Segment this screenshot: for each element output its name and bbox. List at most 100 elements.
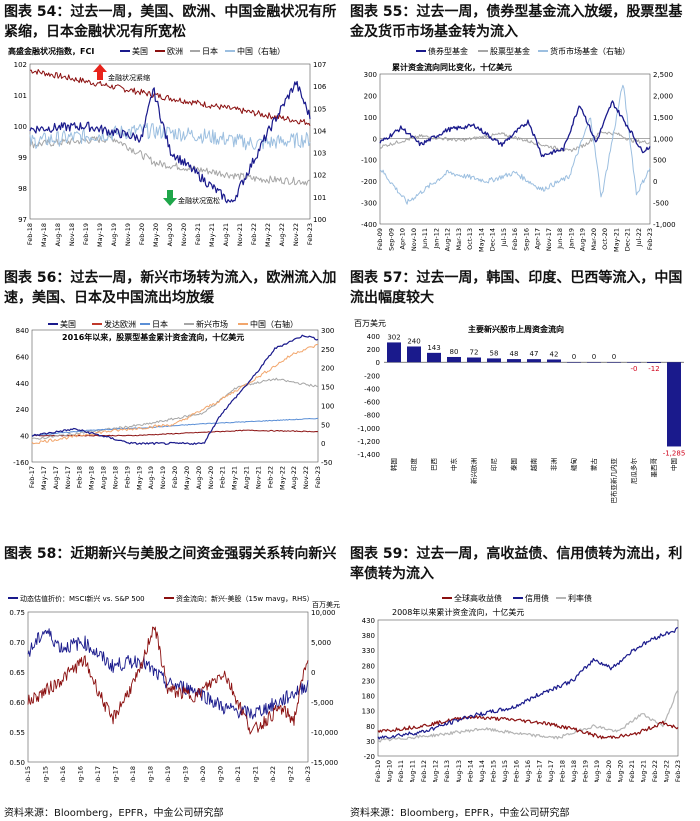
chart58-left-tick: 0.75 bbox=[9, 609, 25, 617]
chart55-x-tick: Jul-15 bbox=[500, 228, 508, 247]
chart54-x-tick: Nov-21 bbox=[236, 223, 244, 246]
chart56-left-tick: 240 bbox=[16, 406, 29, 414]
chart56-x-tick: Aug-20 bbox=[195, 466, 203, 489]
line-us bbox=[29, 80, 311, 204]
chart55-left-tick: 0 bbox=[373, 135, 377, 143]
chart59-plot-frame bbox=[377, 619, 679, 757]
chart55-x-tick: Feb-23 bbox=[646, 228, 654, 250]
chart55-right-tick: 2,000 bbox=[653, 92, 673, 100]
bar-8 bbox=[547, 359, 561, 363]
chart59-left-tick: -20 bbox=[364, 753, 375, 761]
chart59-x-tick: Aug-19 bbox=[593, 760, 601, 782]
chart59-x-tick: Feb-21 bbox=[628, 760, 636, 782]
chart56-left-tick: 40 bbox=[20, 433, 29, 441]
chart56-plot-frame bbox=[31, 329, 319, 463]
chart55-x-tick: Nov-17 bbox=[545, 228, 553, 251]
chart55-x-tick: Sep-09 bbox=[387, 228, 395, 251]
chart55-title: 图表 55：过去一周，债券型基金流入放缓，股票型基金及货币市场基金转为流入 bbox=[350, 4, 683, 40]
chart59-x-tick: Feb-15 bbox=[489, 760, 497, 782]
chart55-right-tick: 500 bbox=[653, 157, 666, 165]
chart55-right-tick: 1,500 bbox=[653, 114, 673, 122]
chart56-right-tick: 0 bbox=[321, 440, 325, 448]
chart54-x-tick: Nov-22 bbox=[292, 223, 300, 246]
chart56-x-tick: Aug-19 bbox=[147, 466, 155, 489]
chart56-legend-eu: 发达欧洲 bbox=[104, 319, 136, 329]
chart56-left-tick: -160 bbox=[13, 459, 29, 467]
chart54-x-tick: Aug-21 bbox=[222, 223, 230, 246]
chart56-x-tick: Feb-21 bbox=[219, 466, 227, 488]
chart57-y-tick: -800 bbox=[364, 412, 380, 420]
chart54-x-tick: May-18 bbox=[40, 223, 48, 247]
chart54-x-tick: Feb-18 bbox=[26, 223, 34, 245]
category-label-12: 厄瓜多尔 bbox=[629, 458, 638, 485]
chart55-x-tick: Oct-13 bbox=[466, 228, 474, 250]
chart55-x-tick: Jan-12 bbox=[432, 228, 440, 250]
chart58-x-tick: Feb-23 bbox=[304, 766, 312, 782]
category-label-14: 中国 bbox=[669, 458, 678, 471]
chart57-y-tick: -200 bbox=[364, 372, 380, 380]
chart58-x-tick: Aug-15 bbox=[42, 766, 50, 782]
bar-label-2: 143 bbox=[427, 344, 440, 352]
chart58-x-tick: Aug-16 bbox=[77, 766, 85, 782]
chart59-x-tick: Feb-14 bbox=[466, 760, 474, 782]
chart58-x-tick: Feb-21 bbox=[234, 766, 242, 782]
chart56-right-tick: 300 bbox=[321, 327, 334, 335]
chart56-legend-cn: 中国（右轴） bbox=[250, 319, 298, 329]
chart54-x-tick: May-21 bbox=[208, 223, 216, 247]
bar-label-4: 72 bbox=[470, 349, 479, 357]
bar-label-7: 47 bbox=[530, 350, 539, 358]
chart54-x-tick: Aug-18 bbox=[54, 223, 62, 246]
chart59-legend-hy: 全球高收益债 bbox=[454, 593, 502, 603]
chart58-right-tick: 10,000 bbox=[311, 609, 336, 617]
chart56-title: 图表 56：过去一周，新兴市场转为流入，欧洲流入加速，美国、日本及中国流出均放缓 bbox=[4, 270, 337, 306]
line-japan bbox=[31, 417, 319, 436]
chart59-x-tick: Feb-22 bbox=[651, 760, 659, 782]
chart55-x-tick: Aug-12 bbox=[444, 228, 452, 251]
chart59-left-tick: 330 bbox=[362, 647, 375, 655]
chart56-x-tick: Feb-18 bbox=[76, 466, 84, 488]
chart59-x-tick: Feb-17 bbox=[536, 760, 544, 782]
category-label-4: 新兴欧洲 bbox=[469, 458, 478, 484]
chart54-x-tick: Feb-22 bbox=[250, 223, 258, 245]
chart56-right-tick: 150 bbox=[321, 384, 334, 392]
chart55-plot-frame bbox=[379, 73, 651, 225]
chart56-x-tick: May-18 bbox=[88, 466, 96, 490]
chart55-legend-equity: 股票型基金 bbox=[490, 46, 530, 56]
chart59-x-tick: Feb-23 bbox=[674, 760, 682, 782]
chart55-x-tick: Feb-09 bbox=[376, 228, 384, 250]
chart56-legend-us: 美国 bbox=[60, 319, 76, 329]
chart59-left-tick: 80 bbox=[366, 723, 375, 731]
chart55-right-tick: 1,000 bbox=[653, 135, 673, 143]
chart55-subtitle: 累计资金流向同比变化，十亿美元 bbox=[392, 62, 512, 72]
chart59-left-tick: 180 bbox=[362, 693, 375, 701]
chart57-y-tick: 400 bbox=[367, 333, 380, 341]
chart54-x-tick: Aug-20 bbox=[166, 223, 174, 246]
bar-9 bbox=[567, 362, 581, 363]
bar-label-0: 302 bbox=[387, 333, 400, 341]
chart59-left-tick: 230 bbox=[362, 677, 375, 685]
bar-label-9: 0 bbox=[572, 353, 576, 361]
chart54-right-tick: 105 bbox=[313, 105, 326, 113]
chart59-left-tick: 380 bbox=[362, 632, 375, 640]
chart55-x-tick: Jun-11 bbox=[421, 228, 429, 250]
chart57: 百万美元 主要新兴股市上周资金流向 400 200 0 -200 -400 -600 -80… bbox=[354, 318, 686, 504]
chart59-x-tick: Aug-15 bbox=[501, 760, 509, 782]
chart55-x-tick: Mar-20 bbox=[590, 228, 598, 250]
bar-label-14: -1,285 bbox=[663, 449, 686, 457]
chart55-x-tick: Jun-18 bbox=[556, 228, 564, 250]
chart55-left-tick: -100 bbox=[361, 157, 377, 165]
chart59-x-tick: Aug-17 bbox=[547, 760, 555, 782]
chart57-unit: 百万美元 bbox=[354, 318, 386, 328]
chart54-right-tick: 107 bbox=[313, 61, 326, 69]
line-japan bbox=[29, 134, 311, 186]
chart59-x-tick: Aug-12 bbox=[432, 760, 440, 782]
category-label-2: 巴西 bbox=[430, 458, 438, 472]
chart54-x-tick: Aug-22 bbox=[278, 223, 286, 246]
tight-annotation: 金融状况紧缩 bbox=[93, 64, 150, 82]
chart59-x-tick: Aug-14 bbox=[478, 760, 486, 782]
chart54-x-tick: Nov-19 bbox=[124, 223, 132, 246]
line-china bbox=[29, 122, 311, 151]
chart56-left-tick: 440 bbox=[16, 380, 29, 388]
chart59-subtitle: 2008年以来累计资金流向，十亿美元 bbox=[392, 607, 524, 617]
chart54-left-tick: 101 bbox=[14, 92, 27, 100]
